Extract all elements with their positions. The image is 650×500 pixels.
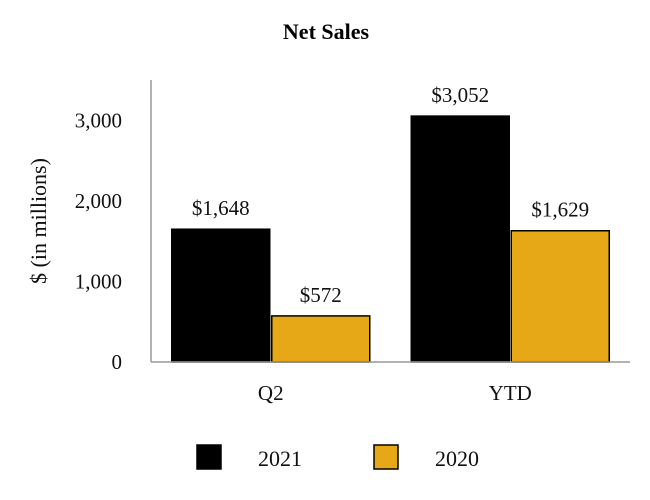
y-tick-label: 2,000: [75, 189, 122, 213]
y-tick-label: 1,000: [75, 269, 122, 293]
bar-2021-YTD: [410, 115, 510, 363]
chart-title: Net Sales: [283, 19, 370, 44]
y-axis-label: $ (in millions): [26, 158, 51, 284]
data-label: $1,648: [192, 196, 250, 220]
legend-swatch-2021: [196, 444, 222, 470]
data-label: $1,629: [531, 198, 589, 222]
bar-2021-Q2: [171, 228, 271, 363]
data-label: $572: [300, 283, 342, 307]
legend-swatch-2020: [373, 444, 399, 470]
bar-2020-Q2: [271, 315, 371, 363]
y-tick-label: 0: [112, 350, 123, 374]
plot-area: 0 1,000 2,000 3,000 $1,648 $572 Q2 $3,052 $1,629…: [75, 80, 630, 405]
legend-label: 2021: [258, 446, 302, 471]
x-tick-label: Q2: [258, 381, 284, 405]
legend-label: 2020: [435, 446, 479, 471]
bar-2020-YTD: [510, 229, 610, 363]
legend: 2021 2020: [196, 444, 479, 471]
data-label: $3,052: [431, 83, 489, 107]
x-tick-label: YTD: [489, 381, 532, 405]
y-tick-label: 3,000: [75, 108, 122, 132]
